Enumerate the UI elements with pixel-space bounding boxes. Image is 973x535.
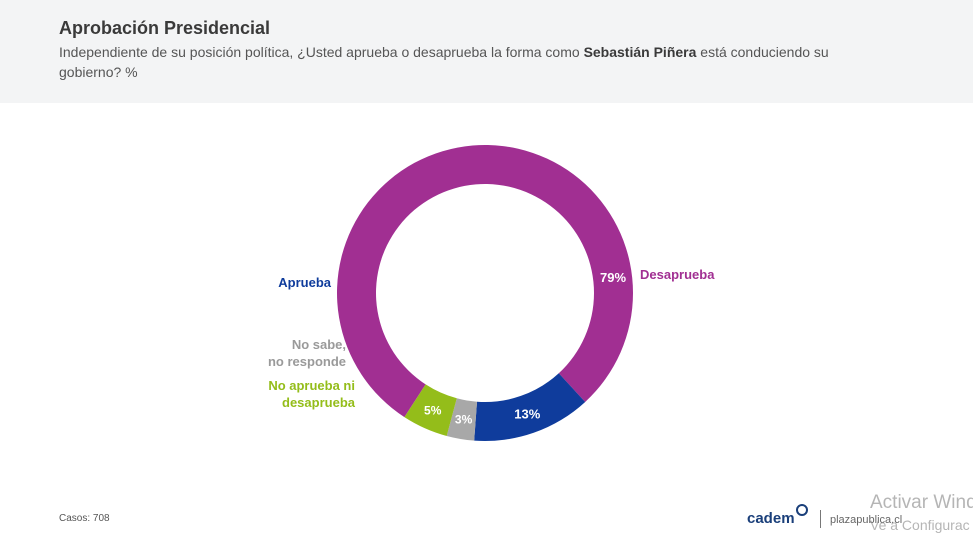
value-label-desaprueba: 79% — [600, 270, 626, 285]
subtitle-text-1: Independiente de su posición política, ¿… — [59, 44, 584, 60]
category-label-desaprueba: Desaprueba — [640, 267, 715, 282]
subtitle-text-2: está conduciendo su gobierno? % — [59, 44, 829, 80]
cadem-logo-text: cadem — [747, 510, 795, 527]
cases-count: Casos: 708 — [59, 513, 110, 524]
slice-aprueba — [474, 373, 586, 441]
chart-subtitle: Independiente de su posición política, ¿… — [59, 42, 859, 82]
donut-chart: 79% Desaprueba 13% Aprueba 3% No sabe, no resp… — [268, 145, 715, 441]
value-label-ni: 5% — [424, 403, 442, 417]
donut-slices — [337, 145, 633, 441]
value-label-aprueba: 13% — [514, 406, 540, 421]
header-band — [0, 0, 973, 103]
subtitle-bold-name: Sebastián Piñera — [583, 44, 697, 60]
value-label-nosabe: 3% — [455, 413, 473, 427]
slice-desaprueba — [337, 145, 633, 418]
cadem-logo: cadem — [747, 504, 808, 527]
footer-separator — [820, 510, 821, 528]
cadem-logo-icon — [795, 504, 808, 516]
category-label-ni: No aprueba ni desaprueba — [268, 378, 355, 410]
windows-activation-watermark-title: Activar Wind — [870, 492, 973, 513]
chart-title: Aprobación Presidencial — [59, 18, 271, 38]
slice-ni — [404, 384, 457, 436]
category-label-aprueba: Aprueba — [278, 275, 332, 290]
slice-nosabe — [446, 398, 478, 441]
site-link[interactable]: plazapublica.cl — [830, 514, 903, 526]
category-label-nosabe: No sabe, no responde — [268, 337, 346, 369]
windows-activation-watermark-subtitle: Ve a Configurac — [870, 517, 970, 533]
donut-labels: 79% Desaprueba 13% Aprueba 3% No sabe, no resp… — [268, 267, 715, 427]
